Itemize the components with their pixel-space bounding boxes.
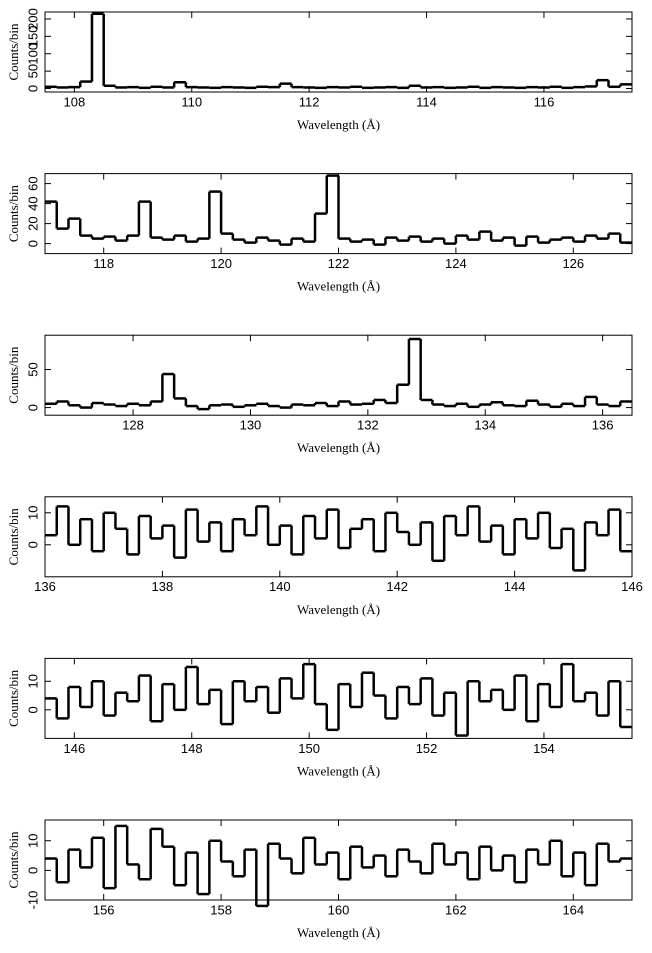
x-tick-label: 146 <box>621 579 643 594</box>
x-tick-label: 152 <box>416 741 438 756</box>
y-axis-label: Counts/bin <box>6 185 21 243</box>
x-tick-label: 142 <box>386 579 408 594</box>
x-tick-label: 140 <box>269 579 291 594</box>
x-tick-label: 124 <box>445 256 467 271</box>
x-tick-label: 128 <box>122 418 144 433</box>
plot-frame <box>44 334 633 416</box>
y-tick-label: 10 <box>25 834 40 848</box>
x-tick-label: 132 <box>357 418 379 433</box>
plot-frame <box>44 11 633 93</box>
y-tick-label: 40 <box>25 196 40 210</box>
x-axis-label: Wavelength (Å) <box>297 440 380 455</box>
y-tick-label: 0 <box>25 541 40 548</box>
plot-frame <box>44 496 633 578</box>
y-tick-label: 150 <box>25 25 40 47</box>
x-tick-label: 108 <box>63 94 85 109</box>
x-tick-label: 118 <box>93 256 114 271</box>
y-tick-label: 0 <box>25 85 40 92</box>
y-tick-label: 0 <box>25 240 40 247</box>
x-tick-label: 114 <box>416 94 437 109</box>
y-tick-label: 20 <box>25 216 40 230</box>
y-tick-label: 0 <box>25 404 40 411</box>
y-tick-label: 100 <box>25 43 40 65</box>
x-tick-label: 130 <box>240 418 262 433</box>
x-tick-label: 110 <box>181 94 202 109</box>
x-tick-label: 150 <box>298 741 320 756</box>
y-tick-label: 10 <box>25 506 40 520</box>
x-tick-label: 144 <box>504 579 526 594</box>
x-tick-label: 112 <box>299 94 320 109</box>
y-tick-label: 0 <box>25 706 40 713</box>
x-tick-label: 116 <box>534 94 555 109</box>
x-axis-label: Wavelength (Å) <box>297 763 380 778</box>
x-tick-label: 146 <box>63 741 85 756</box>
y-axis-label: Counts/bin <box>6 23 21 81</box>
x-tick-label: 136 <box>34 579 56 594</box>
x-axis-label: Wavelength (Å) <box>297 117 380 132</box>
x-tick-label: 120 <box>210 256 232 271</box>
x-tick-label: 154 <box>533 741 555 756</box>
y-axis-label: Counts/bin <box>6 346 21 404</box>
y-axis-label: Counts/bin <box>6 831 21 889</box>
x-tick-label: 156 <box>93 902 115 917</box>
x-tick-label: 164 <box>562 902 584 917</box>
x-axis-label: Wavelength (Å) <box>297 602 380 617</box>
x-tick-label: 160 <box>328 902 350 917</box>
y-axis-label: Counts/bin <box>6 669 21 727</box>
x-tick-label: 138 <box>152 579 174 594</box>
x-tick-label: 162 <box>445 902 467 917</box>
y-tick-label: 200 <box>25 8 40 30</box>
x-axis-label: Wavelength (Å) <box>297 279 380 294</box>
x-tick-label: 126 <box>562 256 584 271</box>
y-axis-label: Counts/bin <box>6 508 21 566</box>
x-tick-label: 158 <box>210 902 232 917</box>
x-tick-label: 122 <box>328 256 350 271</box>
x-axis-label: Wavelength (Å) <box>297 925 380 940</box>
y-tick-label: -10 <box>25 891 40 910</box>
y-tick-label: 10 <box>25 674 40 688</box>
x-tick-label: 136 <box>592 418 614 433</box>
x-tick-label: 134 <box>474 418 496 433</box>
y-tick-label: 0 <box>25 867 40 874</box>
y-tick-label: 50 <box>25 64 40 78</box>
y-tick-label: 50 <box>25 362 40 376</box>
y-tick-label: 60 <box>25 176 40 190</box>
x-tick-label: 148 <box>181 741 203 756</box>
